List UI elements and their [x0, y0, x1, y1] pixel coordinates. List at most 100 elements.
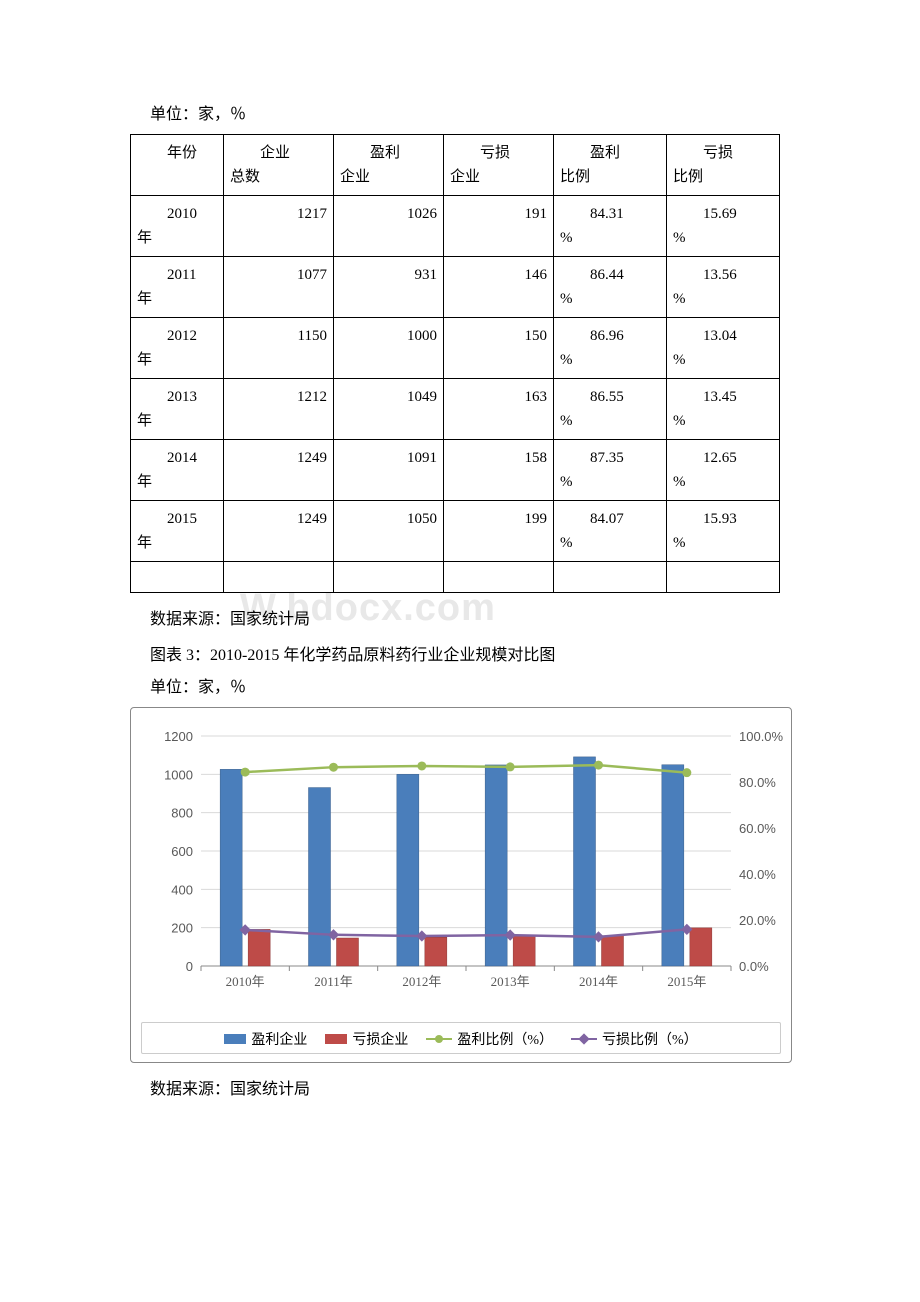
cell-lpct-top: 12.65: [673, 446, 773, 470]
chart-container: 0200400600800100012000.0%20.0%40.0%60.0%…: [130, 707, 792, 1063]
hdr-profit-bot: 企业: [340, 165, 437, 189]
hdr-lpct-top: 亏损: [673, 141, 773, 165]
cell-ppct-bot: %: [560, 470, 660, 494]
cell-loss: 163: [444, 379, 554, 440]
cell-lpct-bot: %: [673, 348, 773, 372]
svg-text:1000: 1000: [164, 767, 193, 782]
cell-ppct-top: 86.44: [560, 263, 660, 287]
source-label-2: 数据来源：国家统计局: [150, 1081, 310, 1098]
cell-total: 1249: [224, 501, 334, 562]
table-row: 2011年107793114686.44%13.56%: [131, 257, 780, 318]
legend-line-loss: [571, 1034, 597, 1044]
cell-lpct-bot: %: [673, 287, 773, 311]
svg-text:1200: 1200: [164, 729, 193, 744]
cell-year-top: 2014: [137, 446, 217, 470]
table-row: 2012年1150100015086.96%13.04%: [131, 318, 780, 379]
cell-loss: 199: [444, 501, 554, 562]
cell-total: 1249: [224, 440, 334, 501]
cell-ppct-bot: %: [560, 287, 660, 311]
svg-text:2013年: 2013年: [491, 974, 530, 989]
legend-label-profit-bar: 盈利企业: [251, 1029, 307, 1049]
cell-year-top: 2010: [137, 202, 217, 226]
svg-text:80.0%: 80.0%: [739, 775, 776, 790]
hdr-loss-bot: 企业: [450, 165, 547, 189]
chart-title: 图表 3：2010-2015 年化学药品原料药行业企业规模对比图: [150, 641, 820, 665]
hdr-year: 年份: [137, 141, 217, 165]
cell-loss: 158: [444, 440, 554, 501]
svg-text:2015年: 2015年: [667, 974, 706, 989]
legend-swatch-loss: [325, 1034, 347, 1044]
cell-year-bot: 年: [137, 470, 217, 494]
table-row: 2010年1217102619184.31%15.69%: [131, 196, 780, 257]
cell-profit: 1091: [334, 440, 444, 501]
legend-line-profit: [426, 1034, 452, 1044]
legend-label-profit-line: 盈利比例（%）: [457, 1029, 553, 1049]
table-row: 2015年1249105019984.07%15.93%: [131, 501, 780, 562]
cell-year-top: 2011: [137, 263, 217, 287]
svg-text:60.0%: 60.0%: [739, 821, 776, 836]
cell-loss: 191: [444, 196, 554, 257]
legend-loss-line: 亏损比例（%）: [571, 1029, 698, 1049]
cell-year-bot: 年: [137, 409, 217, 433]
cell-year-top: 2013: [137, 385, 217, 409]
cell-year-top: 2012: [137, 324, 217, 348]
svg-text:800: 800: [171, 806, 193, 821]
cell-lpct-top: 13.04: [673, 324, 773, 348]
cell-profit: 1000: [334, 318, 444, 379]
hdr-ppct-top: 盈利: [560, 141, 660, 165]
cell-total: 1077: [224, 257, 334, 318]
svg-text:200: 200: [171, 921, 193, 936]
legend-loss-bar: 亏损企业: [325, 1029, 408, 1049]
cell-ppct-bot: %: [560, 531, 660, 555]
table-row: 2014年1249109115887.35%12.65%: [131, 440, 780, 501]
hdr-profit-top: 盈利: [340, 141, 437, 165]
cell-loss: 150: [444, 318, 554, 379]
cell-year-bot: 年: [137, 287, 217, 311]
hdr-lpct-bot: 比例: [673, 165, 773, 189]
cell-profit: 1049: [334, 379, 444, 440]
cell-profit: 1026: [334, 196, 444, 257]
legend-profit-bar: 盈利企业: [224, 1029, 307, 1049]
cell-lpct-bot: %: [673, 226, 773, 250]
cell-profit: 931: [334, 257, 444, 318]
svg-text:20.0%: 20.0%: [739, 913, 776, 928]
hdr-total-top: 企业: [230, 141, 327, 165]
cell-ppct-bot: %: [560, 348, 660, 372]
cell-ppct-bot: %: [560, 409, 660, 433]
svg-text:2014年: 2014年: [579, 974, 618, 989]
cell-lpct-top: 13.56: [673, 263, 773, 287]
hdr-total-bot: 总数: [230, 165, 327, 189]
source-label-1: 数据来源：国家统计局: [150, 611, 310, 628]
svg-text:2012年: 2012年: [402, 974, 441, 989]
unit-label-2: 单位：家，％: [150, 673, 820, 697]
cell-year-bot: 年: [137, 226, 217, 250]
cell-ppct-top: 87.35: [560, 446, 660, 470]
table-header-row: 年份 企业 总数 盈利 企业 亏损 企业 盈利 比例 亏损 比例: [131, 135, 780, 196]
svg-text:2011年: 2011年: [314, 974, 353, 989]
cell-lpct-top: 13.45: [673, 385, 773, 409]
cell-ppct-top: 86.55: [560, 385, 660, 409]
svg-text:40.0%: 40.0%: [739, 867, 776, 882]
cell-total: 1212: [224, 379, 334, 440]
cell-total: 1150: [224, 318, 334, 379]
cell-profit: 1050: [334, 501, 444, 562]
unit-label: 单位：家，％: [150, 100, 820, 124]
cell-lpct-top: 15.69: [673, 202, 773, 226]
cell-year-top: 2015: [137, 507, 217, 531]
source-line-2: 数据来源：国家统计局: [150, 1075, 820, 1099]
cell-ppct-top: 84.31: [560, 202, 660, 226]
chart-svg: 0200400600800100012000.0%20.0%40.0%60.0%…: [131, 716, 791, 1016]
chart-legend: 盈利企业 亏损企业 盈利比例（%） 亏损比例（%）: [141, 1022, 781, 1054]
cell-lpct-bot: %: [673, 531, 773, 555]
cell-loss: 146: [444, 257, 554, 318]
legend-swatch-profit: [224, 1034, 246, 1044]
legend-profit-line: 盈利比例（%）: [426, 1029, 553, 1049]
cell-lpct-bot: %: [673, 470, 773, 494]
svg-text:0: 0: [186, 959, 193, 974]
hdr-ppct-bot: 比例: [560, 165, 660, 189]
cell-lpct-bot: %: [673, 409, 773, 433]
cell-total: 1217: [224, 196, 334, 257]
svg-text:2010年: 2010年: [226, 974, 265, 989]
cell-lpct-top: 15.93: [673, 507, 773, 531]
cell-year-bot: 年: [137, 348, 217, 372]
